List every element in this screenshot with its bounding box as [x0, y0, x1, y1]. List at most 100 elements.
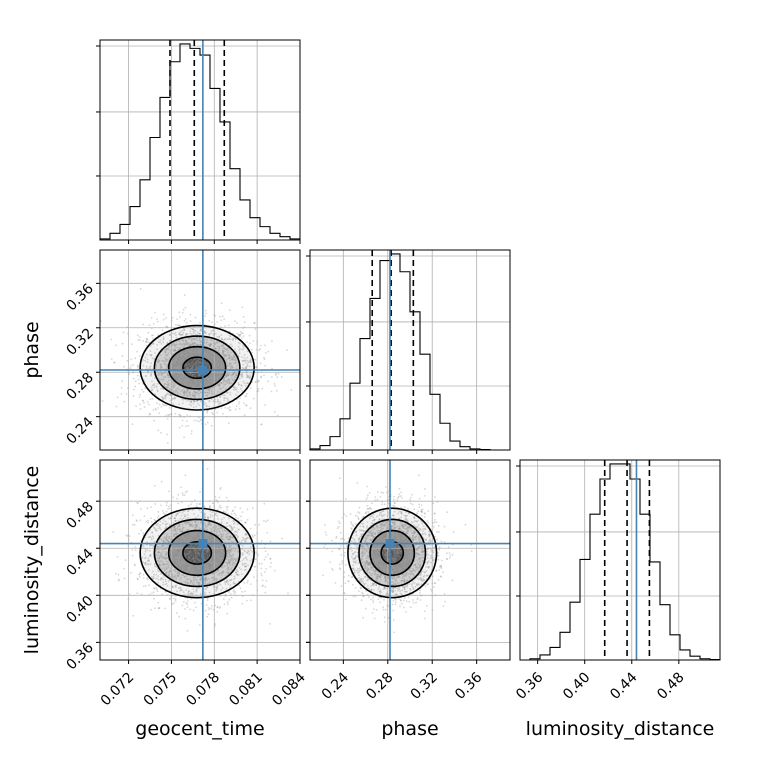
sample-point — [230, 549, 232, 552]
sample-point — [246, 341, 248, 344]
sample-point — [162, 318, 165, 321]
sample-point — [195, 405, 198, 408]
sample-point — [234, 361, 237, 364]
sample-point — [221, 337, 223, 340]
sample-point — [217, 373, 220, 376]
sample-point — [241, 590, 244, 593]
sample-point — [203, 391, 206, 394]
sample-point — [227, 392, 229, 394]
sample-point — [195, 505, 198, 508]
sample-point — [230, 557, 233, 560]
sample-point — [215, 512, 218, 514]
sample-point — [146, 544, 148, 546]
sample-point — [173, 384, 176, 387]
sample-point — [174, 355, 177, 358]
sample-point — [231, 373, 234, 375]
sample-point — [193, 580, 195, 583]
sample-point — [139, 572, 142, 574]
sample-point — [179, 559, 181, 562]
sample-point — [188, 533, 191, 536]
sample-point — [189, 372, 192, 375]
sample-point — [197, 568, 200, 571]
sample-point — [130, 365, 133, 367]
sample-point — [206, 615, 209, 618]
sample-point — [162, 563, 165, 566]
sample-point — [180, 538, 182, 541]
sample-point — [260, 572, 263, 575]
sample-point — [222, 345, 225, 347]
sample-point — [179, 559, 182, 562]
sample-point — [352, 560, 355, 563]
sample-point — [247, 361, 250, 364]
sample-point — [198, 554, 201, 557]
sample-point — [168, 387, 171, 390]
sample-point — [228, 334, 231, 337]
sample-point — [183, 328, 186, 331]
sample-point — [200, 560, 203, 562]
sample-point — [134, 380, 137, 383]
sample-point — [205, 378, 208, 381]
sample-point — [214, 549, 217, 552]
sample-point — [173, 525, 176, 528]
sample-point — [164, 351, 167, 354]
sample-point — [269, 540, 272, 543]
sample-point — [260, 567, 263, 570]
sample-point — [196, 557, 199, 560]
sample-point — [210, 557, 213, 560]
sample-point — [397, 563, 399, 566]
sample-point — [210, 559, 213, 562]
sample-point — [214, 372, 217, 375]
sample-point — [228, 362, 231, 365]
sample-point — [193, 556, 195, 558]
sample-point — [192, 342, 194, 345]
sample-point — [161, 403, 164, 405]
sample-point — [205, 382, 207, 385]
sample-point — [184, 565, 187, 568]
sample-point — [235, 393, 237, 396]
sample-point — [356, 548, 359, 551]
sample-point — [164, 553, 167, 555]
sample-point — [206, 557, 209, 560]
sample-point — [168, 569, 171, 572]
sample-point — [232, 528, 234, 531]
sample-point — [173, 358, 176, 360]
sample-point — [238, 567, 241, 569]
sample-point — [216, 587, 219, 590]
sample-point — [235, 571, 238, 574]
sample-point — [208, 565, 211, 567]
sample-point — [227, 373, 230, 376]
sample-point — [194, 316, 197, 319]
sample-point — [190, 543, 193, 546]
sample-point — [226, 552, 229, 555]
sample-point — [438, 531, 440, 533]
sample-point — [185, 425, 188, 427]
sample-point — [185, 533, 188, 535]
sample-point — [178, 540, 181, 542]
sample-point — [377, 588, 380, 591]
sample-point — [233, 354, 236, 357]
sample-point — [185, 565, 188, 568]
sample-point — [207, 524, 210, 526]
sample-point — [191, 374, 194, 377]
sample-point — [198, 560, 201, 562]
sample-point — [196, 381, 199, 383]
sample-point — [182, 381, 184, 383]
sample-point — [187, 556, 190, 559]
sample-point — [206, 394, 209, 397]
sample-point — [208, 405, 211, 408]
sample-point — [185, 553, 188, 556]
sample-point — [178, 511, 181, 514]
sample-point — [195, 347, 198, 350]
sample-point — [169, 551, 172, 553]
sample-point — [166, 442, 169, 444]
sample-point — [176, 393, 179, 395]
sample-point — [192, 373, 195, 376]
sample-point — [190, 404, 193, 407]
sample-point — [230, 545, 233, 547]
sample-point — [162, 551, 164, 553]
sample-point — [260, 376, 262, 379]
sample-point — [136, 364, 139, 367]
sample-point — [190, 401, 193, 404]
sample-point — [224, 348, 227, 351]
sample-point — [239, 334, 242, 336]
